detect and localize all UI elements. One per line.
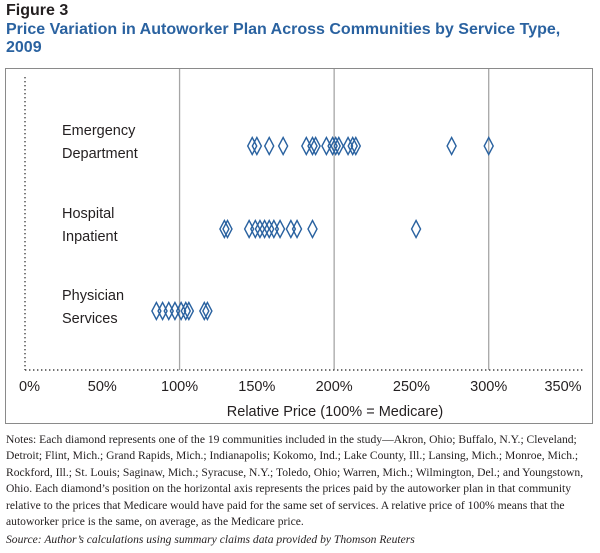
- category-label-2-line1: Physician: [62, 288, 124, 304]
- figure-title: Price Variation in Autoworker Plan Acros…: [6, 21, 561, 56]
- diamond-marker-row1-9: [285, 219, 297, 239]
- category-label-1-line1: Hospital: [62, 206, 114, 222]
- diamond-marker-row1-4: [254, 219, 266, 239]
- diamond-marker-row0-0: [246, 136, 258, 156]
- diamond-marker-row2-8: [202, 301, 213, 321]
- x-tick-label-150: 150%: [238, 379, 275, 395]
- diamond-marker-row2-2: [163, 301, 175, 321]
- diamond-marker-row1-8: [274, 219, 286, 239]
- diamond-marker-row0-1: [251, 136, 263, 156]
- figure-label: Figure 3: [6, 2, 69, 19]
- diamond-marker-row0-7: [321, 136, 332, 156]
- diamond-marker-row0-14: [446, 136, 457, 156]
- x-axis-label: Relative Price (100% = Medicare): [227, 404, 443, 420]
- diamond-marker-row0-9: [330, 136, 341, 156]
- diamond-marker-row1-2: [243, 219, 255, 239]
- diamond-marker-row0-8: [327, 136, 338, 156]
- category-label-0-line2: Department: [62, 146, 138, 162]
- diamond-marker-row1-12: [410, 219, 422, 239]
- category-label-0-line1: Emergency: [62, 123, 136, 139]
- category-label-2-line2: Services: [62, 311, 118, 327]
- category-labels: Emergency Department Hospital Inpatient Phys…: [62, 123, 138, 327]
- x-tick-label-300: 300%: [470, 379, 507, 395]
- x-tick-label-200: 200%: [316, 379, 353, 395]
- diamond-marker-row1-0: [219, 219, 230, 239]
- gridlines: [178, 69, 490, 370]
- category-label-1-line2: Inpatient: [62, 229, 118, 245]
- diamond-marker-row1-6: [263, 219, 275, 239]
- diamond-marker-row2-3: [169, 301, 181, 321]
- diamond-marker-row1-3: [250, 219, 261, 239]
- diamond-marker-row1-1: [222, 219, 233, 239]
- chart-notes: Notes: Each diamond represents one of th…: [6, 433, 584, 529]
- axes: [24, 77, 584, 371]
- diamond-marker-row1-5: [259, 219, 270, 239]
- diamond-marker-row0-3: [277, 136, 289, 156]
- diamond-marker-row0-10: [333, 136, 345, 156]
- x-tick-label-100: 100%: [161, 379, 198, 395]
- diamond-marker-row0-13: [350, 136, 362, 156]
- x-tick-labels: 0% 50% 100% 150% 200% 250% 300% 350%: [19, 379, 582, 395]
- x-tick-label-0: 0%: [19, 379, 40, 395]
- diamond-marker-row0-11: [342, 136, 354, 156]
- diamond-marker-row2-0: [151, 301, 162, 321]
- diamond-marker-row2-5: [180, 301, 192, 321]
- data-markers: [151, 136, 495, 321]
- diamond-marker-row0-12: [347, 136, 358, 156]
- chart-frame: Emergency Department Hospital Inpatient Phys…: [5, 68, 593, 424]
- x-tick-label-50: 50%: [88, 379, 117, 395]
- diamond-marker-row0-5: [307, 136, 318, 156]
- diamond-marker-row1-10: [291, 219, 303, 239]
- diamond-marker-row2-1: [157, 301, 168, 321]
- x-tick-label-350: 350%: [544, 379, 581, 395]
- diamond-marker-row0-4: [301, 136, 312, 156]
- diamond-marker-row2-6: [183, 301, 195, 321]
- x-tick-label-250: 250%: [393, 379, 430, 395]
- chart-svg: Emergency Department Hospital Inpatient Phys…: [19, 69, 584, 420]
- diamond-marker-row1-11: [307, 219, 318, 239]
- diamond-marker-row0-6: [310, 136, 321, 156]
- diamond-marker-row0-15: [483, 136, 495, 156]
- diamond-marker-row0-2: [263, 136, 275, 156]
- source-line: Source: Author’s calculations using summ…: [6, 533, 415, 546]
- diamond-marker-row2-7: [199, 301, 210, 321]
- diamond-marker-row2-4: [175, 301, 187, 321]
